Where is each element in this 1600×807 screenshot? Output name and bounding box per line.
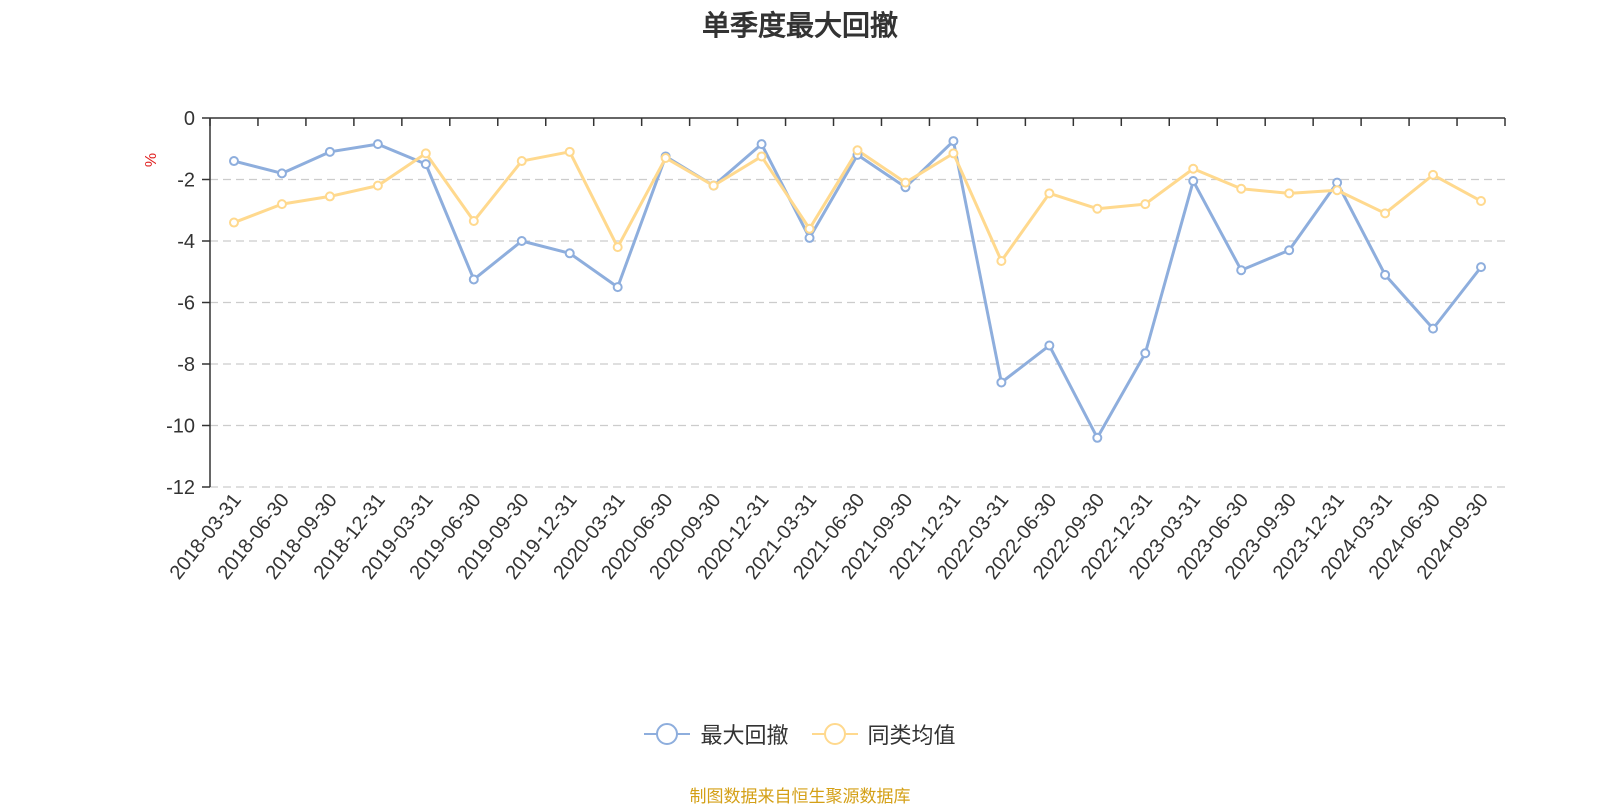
series-point-1	[804, 232, 815, 243]
y-tick-label: 0	[184, 108, 195, 130]
legend-line-circle-icon	[644, 722, 691, 746]
series-point-2	[564, 146, 575, 157]
y-axis-unit-label: %	[143, 153, 160, 167]
series-point-1	[1428, 323, 1439, 334]
y-tick-label: -4	[177, 231, 195, 253]
grid-lines	[210, 178, 1505, 488]
series-point-2	[1092, 203, 1103, 214]
series-point-1	[324, 146, 335, 157]
series-point-2	[1236, 183, 1247, 194]
source-note: 制图数据来自恒生聚源数据库	[689, 787, 911, 807]
series-point-1	[1092, 432, 1103, 443]
series-point-1	[228, 156, 239, 167]
series-point-2	[804, 223, 815, 234]
y-tick-label: -8	[177, 354, 195, 376]
series-point-2	[1428, 169, 1439, 180]
series-point-2	[1044, 188, 1055, 199]
y-tick-label: -6	[177, 293, 195, 315]
series-point-2	[1332, 185, 1343, 196]
series-point-1	[1380, 269, 1391, 280]
series-point-2	[756, 151, 767, 162]
series-point-2	[468, 216, 479, 227]
y-tick-label: -2	[177, 170, 195, 192]
series-point-1	[1236, 265, 1247, 276]
series-point-1	[1044, 340, 1055, 351]
series-point-2	[276, 199, 287, 210]
legend-item-series2[interactable]: 同类均值	[811, 718, 956, 750]
chart-title: 单季度最大回撤	[701, 9, 898, 42]
series-point-1	[756, 139, 767, 150]
series-point-2	[612, 242, 623, 253]
series-point-2	[516, 156, 527, 167]
legend-label-series2: 同类均值	[867, 724, 956, 749]
series-point-1	[516, 236, 527, 246]
series-point-2	[900, 177, 911, 188]
series	[228, 136, 1487, 443]
series-point-2	[852, 145, 863, 156]
series-point-2	[372, 180, 383, 191]
series-point-2	[228, 217, 239, 228]
series-point-2	[1476, 196, 1487, 207]
y-tick-label: -12	[166, 477, 195, 499]
series-point-1	[612, 282, 623, 293]
legend-label-series1: 最大回撤	[700, 724, 789, 749]
legend-item-series1[interactable]: 最大回撤	[644, 718, 789, 750]
series-point-1	[1476, 262, 1487, 273]
series-point-1	[948, 136, 959, 147]
series-point-2	[1188, 163, 1199, 174]
series-point-2	[708, 180, 719, 191]
series-point-2	[660, 152, 671, 163]
series-point-1	[996, 377, 1007, 388]
series-point-1	[564, 248, 575, 259]
series-point-2	[324, 191, 335, 202]
series-point-1	[468, 274, 479, 285]
series-point-2	[1284, 188, 1295, 199]
line-chart: 0-2-4-6-8-10-122018-03-312018-06-302018-…	[143, 108, 1506, 584]
series-point-1	[372, 139, 383, 150]
series-point-1	[1140, 348, 1151, 359]
series-point-2	[1140, 199, 1151, 210]
series-point-2	[948, 148, 959, 159]
series-point-1	[420, 159, 431, 170]
legend-line-circle-icon	[811, 722, 858, 746]
y-tick-label: -10	[166, 416, 195, 438]
series-point-1	[1284, 245, 1295, 256]
series-point-1	[1188, 176, 1199, 187]
chart-legend: 最大回撤 同类均值	[0, 718, 1600, 752]
series-point-2	[1380, 208, 1391, 219]
series-point-1	[276, 168, 287, 179]
series-point-2	[996, 255, 1007, 266]
series-line-1	[233, 139, 1483, 440]
series-point-2	[420, 148, 431, 159]
